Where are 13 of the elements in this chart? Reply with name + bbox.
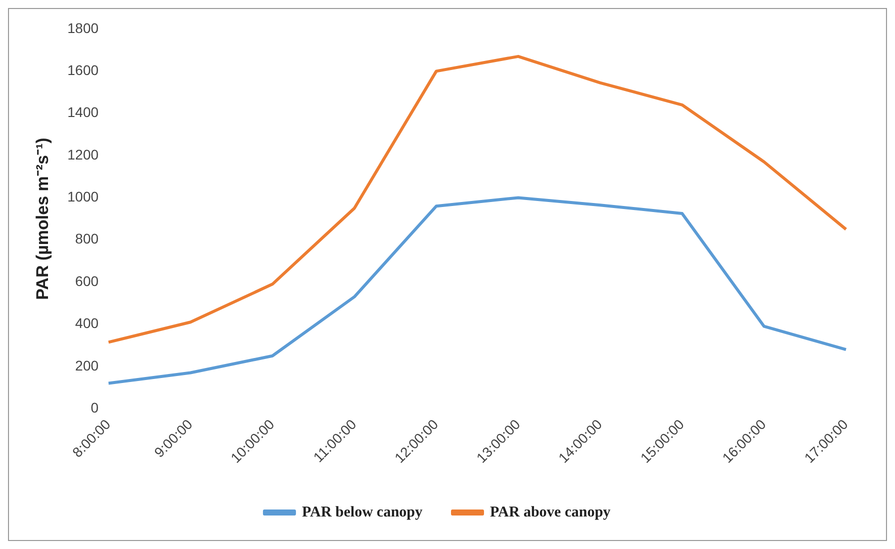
y-tick-label: 1600 <box>67 62 99 78</box>
y-tick-label: 1200 <box>67 146 99 162</box>
y-tick-label: 1800 <box>67 20 99 36</box>
legend-label: PAR below canopy <box>302 504 423 520</box>
y-tick-label: 0 <box>90 399 99 416</box>
y-tick-label: 200 <box>75 357 99 374</box>
y-tick-label: 1000 <box>67 188 99 205</box>
y-tick-label: 1400 <box>67 104 99 120</box>
y-tick-label: 400 <box>75 315 99 332</box>
y-axis-title: PAR (µmoles m⁻²s⁻¹) <box>32 138 52 300</box>
y-tick-label: 800 <box>75 230 99 247</box>
legend-label: PAR above canopy <box>490 504 612 520</box>
y-tick-label: 600 <box>75 272 99 289</box>
